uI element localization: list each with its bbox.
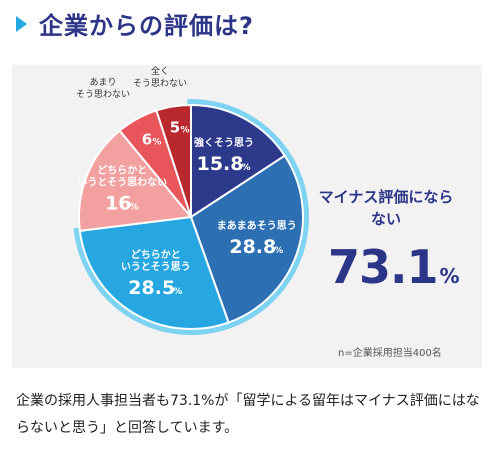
slice-unit: % [242,163,251,173]
slice-unit: % [152,137,161,147]
slice-value: 16 [105,193,131,215]
slice-unit: % [173,287,182,297]
slice-label: どちらかと [97,164,147,177]
summary-unit: % [439,264,460,288]
section-heading: 企業からの評価は? [16,6,254,41]
pie-slice [78,215,230,330]
triangle-bullet-icon [16,15,27,32]
summary-value: 73.1% [328,240,460,294]
slice-unit: % [180,126,189,136]
slice-unit: % [130,203,139,213]
page-title: 企業からの評価は? [39,12,254,40]
slice-label: そう思わない [133,78,187,89]
slice-label: 全く [151,65,169,77]
summary-number: 73.1 [328,240,438,294]
slice-label: いうとそう思う [121,261,191,273]
slice-value: 6 [142,130,152,148]
slice-value: 28.8 [229,236,276,258]
pie-slice [189,154,304,324]
slice-label: いうとそう思わない [77,177,167,189]
pie-slice [190,103,287,219]
slice-label: どちらかと [131,248,181,261]
pie-slice [155,103,192,218]
slice-label: 強くそう思う [194,136,254,149]
slice-value: 5 [170,119,180,137]
description-text: 企業の採用人事担当者も73.1%が「留学による留年はマイナス評価にはならないと思… [16,393,480,436]
slice-value: 15.8 [197,153,244,175]
slice-label: あまり [89,77,116,88]
slice-label: そう思わない [76,89,130,100]
summary-label: マイナス評価にならない [318,188,454,228]
slice-label-group: まあまあそう思う 28.8% [217,219,297,258]
sample-note: n=企業採用担当400名 [338,348,442,359]
slice-unit: % [274,246,283,256]
slice-label-group: 強くそう思う 15.8% [194,136,254,175]
pie-slice [78,129,193,232]
slice-value: 28.5 [128,277,175,299]
slice-label: まあまあそう思う [217,219,297,232]
